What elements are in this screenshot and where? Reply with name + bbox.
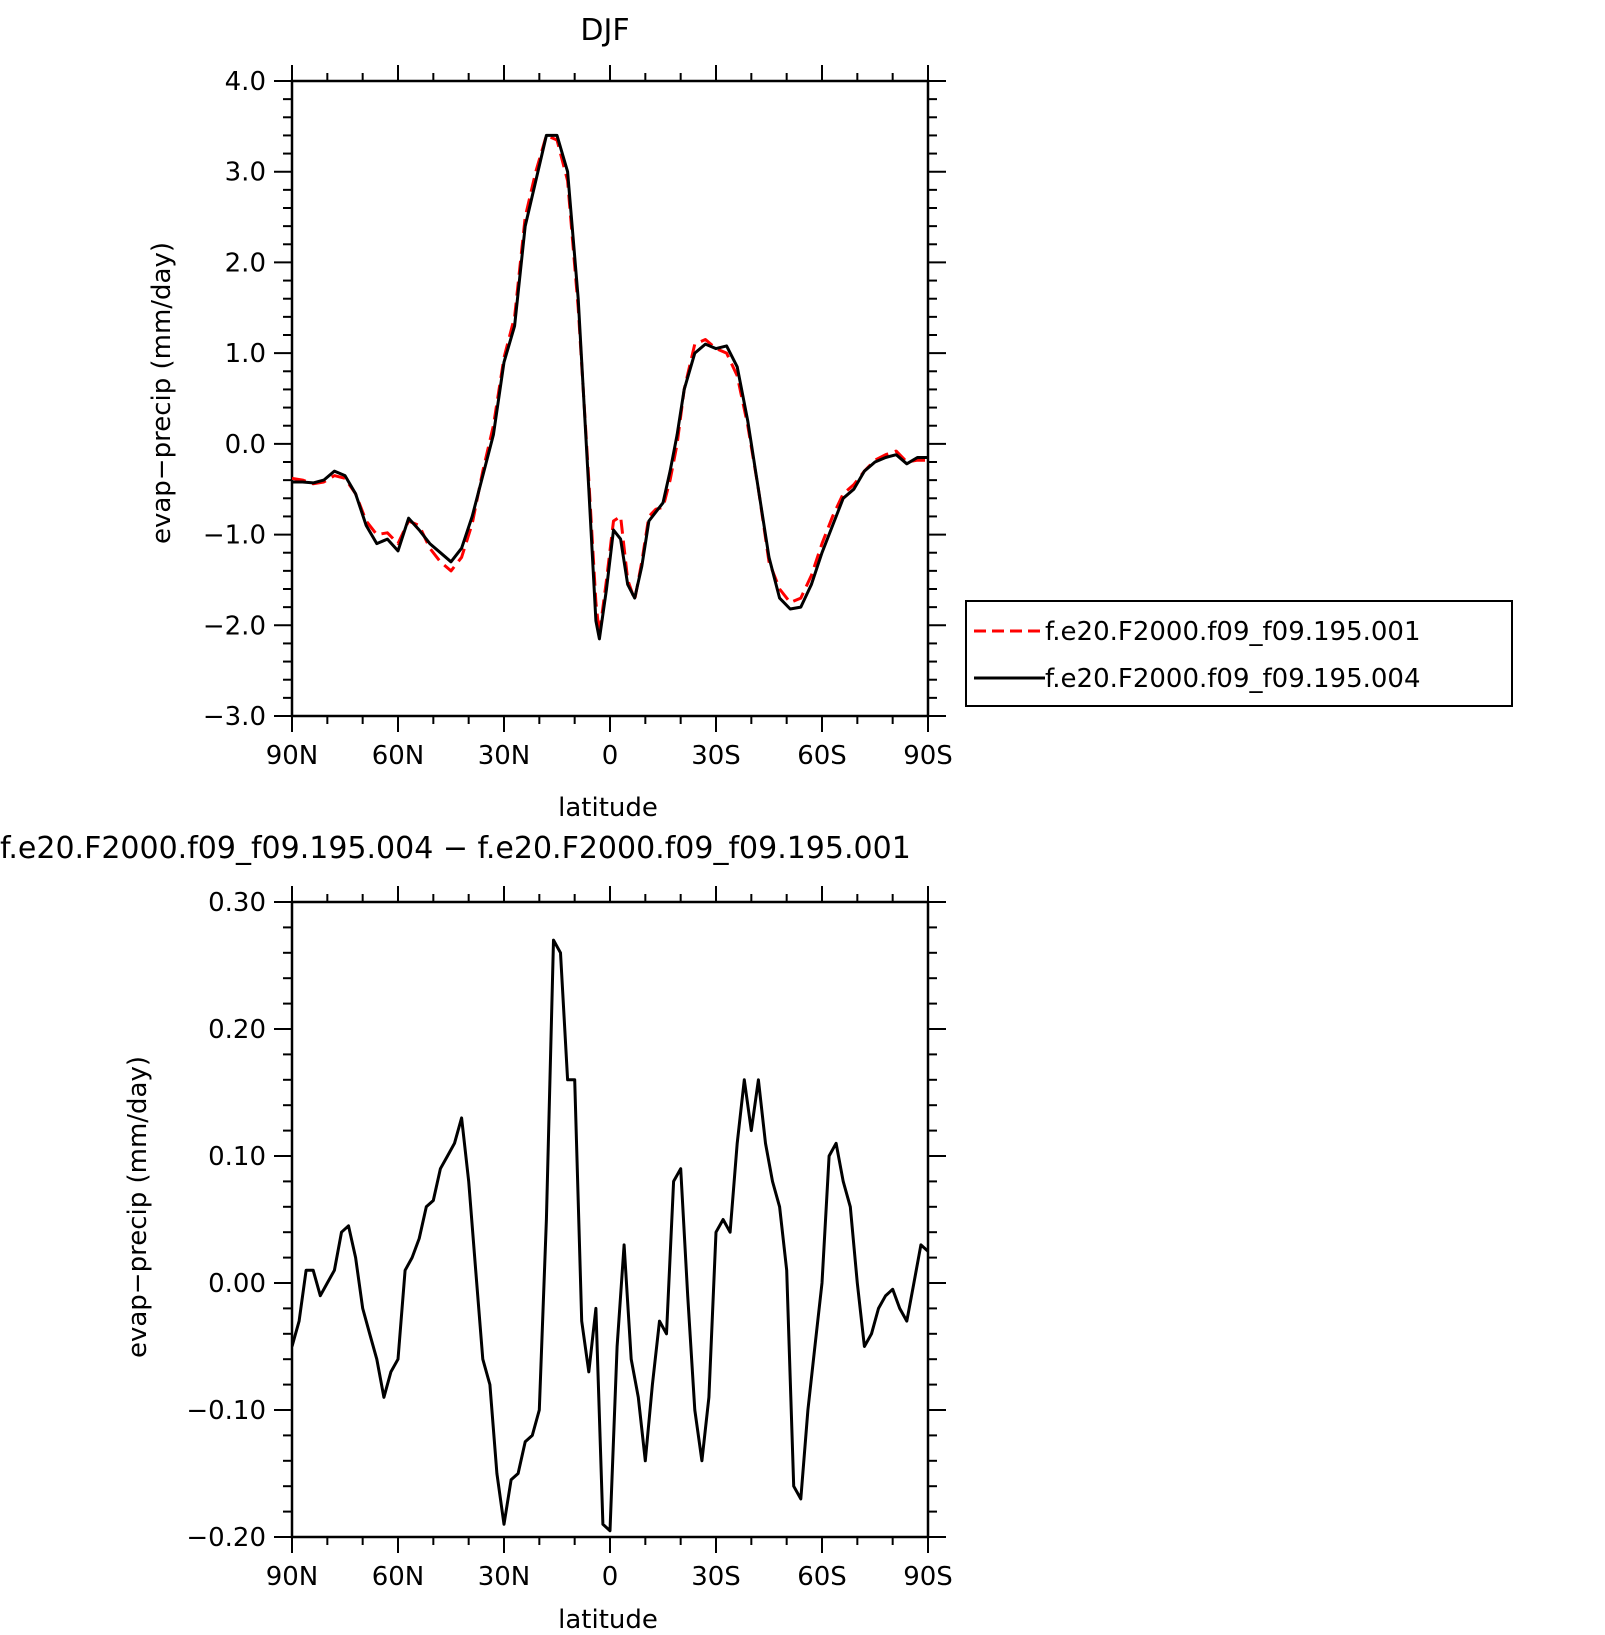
difference-panel: f.e20.F2000.f09_f09.195.004 − f.e20.F200…	[0, 831, 953, 1635]
x-tick-label: 30N	[478, 741, 531, 771]
djf-panel: DJF 90N 60N 30N 0 30S 60S 90S −3.0 −2.0 −1.0 0.0 1.…	[147, 13, 953, 823]
y-tick-label: 0.00	[208, 1269, 266, 1299]
y-axis-label: evap−precip (mm/day)	[147, 242, 177, 544]
y-tick-label: 2.0	[225, 248, 266, 278]
x-tick-label: 30N	[478, 1562, 531, 1592]
plot-frame	[290, 900, 930, 1539]
y-tick-label: 4.0	[225, 67, 266, 97]
x-axis-label: latitude	[558, 1605, 658, 1635]
y-tick-label: −0.10	[186, 1396, 266, 1426]
plot-title: DJF	[580, 13, 629, 48]
x-tick-label: 60S	[797, 741, 847, 771]
y-tick-label: −3.0	[203, 702, 266, 732]
difference-plot-area: 90N 60N 30N 0 30S 60S 90S −0.20 −0.10 0.00 0.10 0.2…	[186, 886, 953, 1592]
x-tick-label: 0	[602, 741, 619, 771]
plot-frame	[290, 79, 930, 718]
legend-label-series-2: f.e20.F2000.f09_f09.195.004	[1045, 664, 1421, 694]
x-tick-label: 60S	[797, 1562, 847, 1592]
x-tick-label: 0	[602, 1562, 619, 1592]
y-tick-label: 1.0	[225, 339, 266, 369]
legend-label-series-1: f.e20.F2000.f09_f09.195.001	[1045, 617, 1421, 647]
y-tick-label: 0.0	[225, 430, 266, 460]
series-line-2	[292, 133, 928, 641]
x-tick-label: 30S	[691, 741, 741, 771]
x-tick-label: 60N	[372, 1562, 425, 1592]
y-axis-label: evap−precip (mm/day)	[123, 1056, 153, 1358]
y-tick-label: −1.0	[203, 521, 266, 551]
series-line-1	[292, 133, 928, 636]
x-axis-label: latitude	[558, 793, 658, 823]
x-tick-label: 90S	[903, 741, 953, 771]
series-line-1	[292, 938, 928, 1533]
legend-box	[965, 600, 1513, 707]
y-tick-label: −0.20	[186, 1523, 266, 1553]
x-tick-label: 60N	[372, 741, 425, 771]
legend: f.e20.F2000.f09_f09.195.001 f.e20.F2000.…	[965, 600, 1513, 707]
y-tick-label: 0.10	[208, 1142, 266, 1172]
y-tick-label: 0.20	[208, 1015, 266, 1045]
difference-plot-title: f.e20.F2000.f09_f09.195.004 − f.e20.F200…	[0, 831, 911, 866]
djf-plot-area: 90N 60N 30N 0 30S 60S 90S −3.0 −2.0 −1.0 0.0 1.0 2.0…	[203, 65, 953, 771]
x-tick-label: 90S	[903, 1562, 953, 1592]
x-tick-label: 90N	[266, 741, 319, 771]
x-tick-label: 90N	[266, 1562, 319, 1592]
y-tick-label: 0.30	[208, 888, 266, 918]
y-tick-label: 3.0	[225, 158, 266, 188]
x-tick-label: 30S	[691, 1562, 741, 1592]
y-tick-label: −2.0	[203, 611, 266, 641]
